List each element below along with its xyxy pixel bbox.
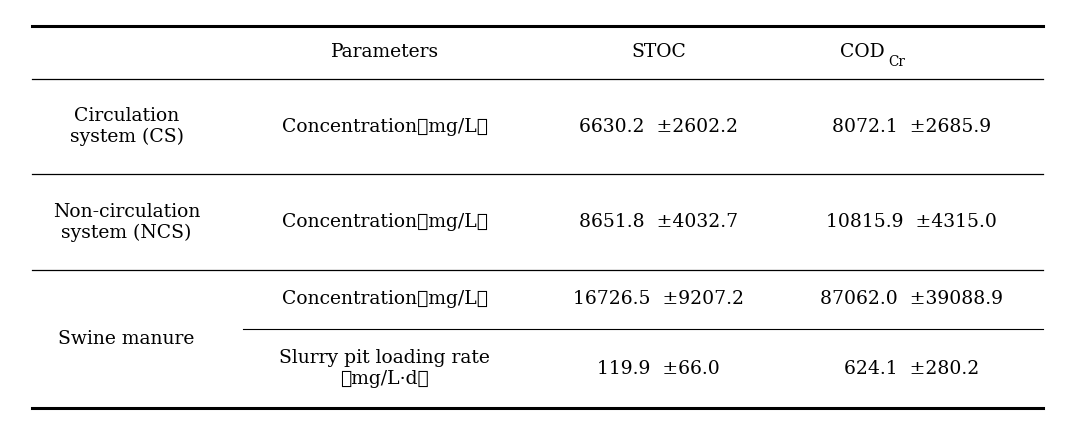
Text: 87062.0  ±39088.9: 87062.0 ±39088.9 — [820, 290, 1003, 309]
Text: Concentration（mg/L）: Concentration（mg/L） — [282, 290, 488, 309]
Text: 8072.1  ±2685.9: 8072.1 ±2685.9 — [832, 118, 991, 135]
Text: Circulation
system (CS): Circulation system (CS) — [70, 107, 184, 146]
Text: Concentration（mg/L）: Concentration（mg/L） — [282, 214, 488, 231]
Text: Swine manure: Swine manure — [58, 330, 195, 348]
Text: 119.9  ±66.0: 119.9 ±66.0 — [598, 359, 720, 378]
Text: Concentration（mg/L）: Concentration（mg/L） — [282, 118, 488, 135]
Text: 624.1  ±280.2: 624.1 ±280.2 — [844, 359, 979, 378]
Text: Parameters: Parameters — [331, 43, 439, 61]
Text: 10815.9  ±4315.0: 10815.9 ±4315.0 — [826, 214, 997, 231]
Text: 16726.5  ±9207.2: 16726.5 ±9207.2 — [573, 290, 744, 309]
Text: Cr: Cr — [888, 55, 905, 69]
Text: 6630.2  ±2602.2: 6630.2 ±2602.2 — [579, 118, 739, 135]
Text: STOC: STOC — [631, 43, 686, 61]
Text: Non-circulation
system (NCS): Non-circulation system (NCS) — [53, 203, 200, 242]
Text: COD: COD — [841, 43, 885, 61]
Text: 8651.8  ±4032.7: 8651.8 ±4032.7 — [579, 214, 739, 231]
Text: Slurry pit loading rate
（mg/L·d）: Slurry pit loading rate （mg/L·d） — [280, 349, 490, 388]
